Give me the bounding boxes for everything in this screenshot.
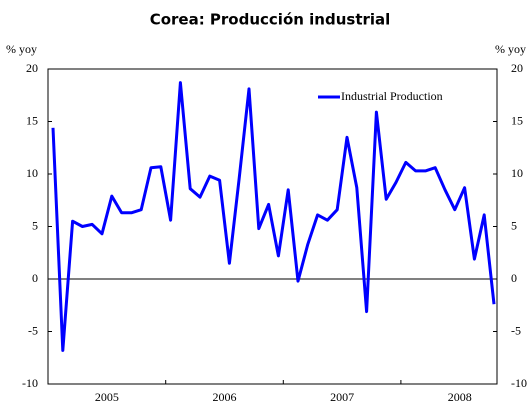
x-tick-label: 2007	[330, 390, 354, 404]
x-tick-label: 2005	[95, 390, 119, 404]
y2-tick-label: 20	[511, 61, 523, 75]
y2-tick-label: -5	[511, 323, 521, 337]
y-tick-label: 5	[32, 218, 38, 232]
data-line	[51, 81, 496, 352]
x-tick-label: 2006	[213, 390, 237, 404]
y2-tick-label: 15	[511, 113, 523, 127]
y2-tick-label: 0	[511, 271, 517, 285]
y-tick-label: -10	[22, 376, 38, 390]
y-tick-label: 20	[26, 61, 38, 75]
y2-tick-label: 10	[511, 166, 523, 180]
chart-title: Corea: Producción industrial	[150, 11, 391, 29]
x-tick-label: 2008	[448, 390, 472, 404]
legend-label: Industrial Production	[341, 89, 443, 103]
y-tick-label: 10	[26, 166, 38, 180]
y-tick-label: -5	[28, 323, 38, 337]
y-tick-label: 15	[26, 113, 38, 127]
y2-tick-label: -10	[511, 376, 527, 390]
y2-tick-label: 5	[511, 218, 517, 232]
y-axis-label: % yoy	[6, 42, 37, 56]
y-tick-label: 0	[32, 271, 38, 285]
y2-axis-label: % yoy	[495, 42, 526, 56]
